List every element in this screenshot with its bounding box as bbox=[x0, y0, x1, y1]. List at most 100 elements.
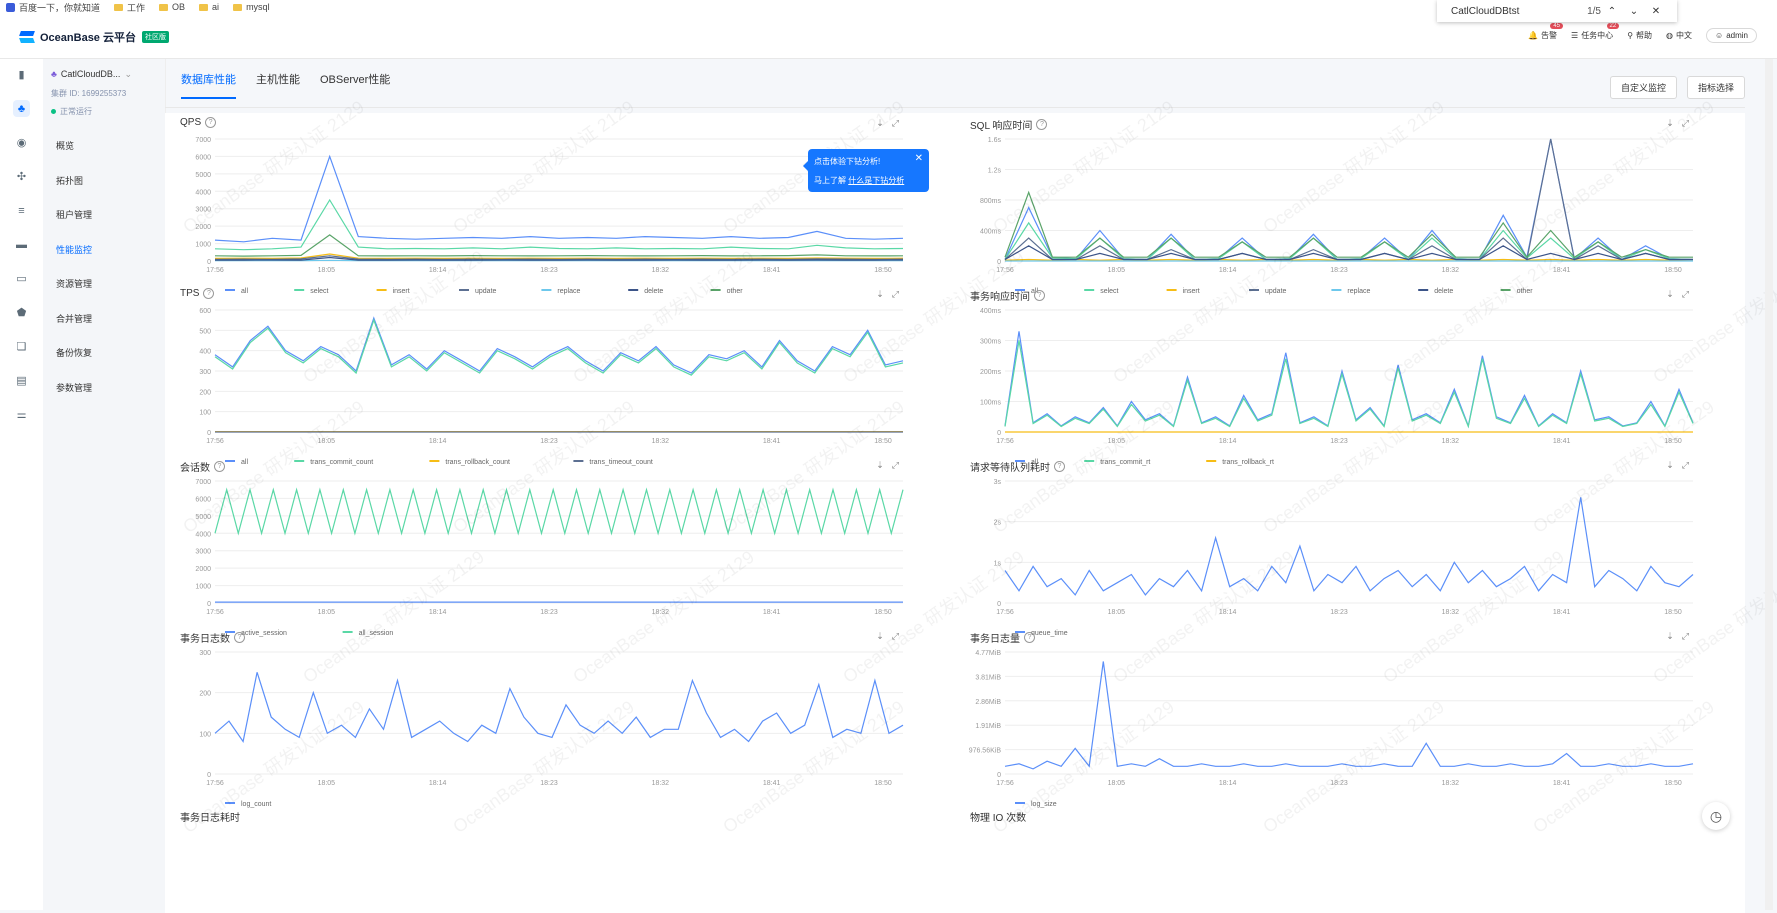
topology-icon[interactable]: ✣ bbox=[13, 168, 30, 185]
settings-sliders-icon[interactable]: ⚌ bbox=[13, 406, 30, 423]
edition-badge: 社区版 bbox=[142, 31, 169, 43]
dashboard-icon[interactable]: ▮ bbox=[13, 66, 30, 83]
help-icon[interactable]: ? bbox=[203, 288, 214, 299]
help-icon[interactable]: ? bbox=[234, 632, 245, 643]
drilldown-icon[interactable]: ⇣ bbox=[1666, 631, 1674, 642]
drilldown-icon[interactable]: ⇣ bbox=[1666, 118, 1674, 129]
y-tick-label: 5000 bbox=[195, 172, 211, 179]
chart-actions: ⇣⤢ bbox=[1666, 460, 1689, 471]
database-icon[interactable]: ▬ bbox=[13, 236, 30, 253]
find-close-icon[interactable]: ✕ bbox=[1645, 6, 1667, 17]
host-icon[interactable]: ▭ bbox=[13, 270, 30, 287]
fullscreen-icon[interactable]: ⤢ bbox=[892, 289, 899, 300]
nav-overview[interactable]: 概览 bbox=[43, 134, 165, 158]
nav-merge[interactable]: 合并管理 bbox=[43, 307, 165, 331]
nav-backup[interactable]: 备份恢复 bbox=[43, 341, 165, 365]
drilldown-icon[interactable]: ⇣ bbox=[1666, 460, 1674, 471]
cluster-icon[interactable]: ♣ bbox=[13, 100, 30, 117]
bookmark-baidu[interactable]: 百度一下，你就知道 bbox=[6, 1, 100, 14]
help-icon[interactable]: ? bbox=[205, 117, 216, 128]
fullscreen-icon[interactable]: ⤢ bbox=[1682, 631, 1689, 642]
legend-item[interactable]: log_size bbox=[1031, 801, 1057, 808]
x-tick-label: 18:05 bbox=[318, 609, 336, 616]
x-tick-label: 18:23 bbox=[540, 438, 558, 445]
main-content: 数据库性能 主机性能 OBServer性能 自定义监控 指标选择 QPS?⇣⤢7… bbox=[165, 59, 1765, 910]
fullscreen-icon[interactable]: ⤢ bbox=[1682, 118, 1689, 129]
metric-select-button[interactable]: 指标选择 bbox=[1687, 76, 1745, 99]
fullscreen-icon[interactable]: ⤢ bbox=[1682, 460, 1689, 471]
fullscreen-icon[interactable]: ⤢ bbox=[892, 118, 899, 129]
drilldown-icon[interactable]: ⇣ bbox=[876, 118, 884, 129]
y-tick-label: 100ms bbox=[980, 400, 1002, 407]
nav-resources[interactable]: 资源管理 bbox=[43, 272, 165, 296]
find-input[interactable]: CatlCloudDBtst bbox=[1437, 6, 1561, 17]
list-icon: ☰ bbox=[1571, 31, 1578, 40]
bookmark-ob[interactable]: OB bbox=[159, 2, 185, 12]
drilldown-icon[interactable]: ⇣ bbox=[1666, 289, 1674, 300]
chart-svg[interactable]: 4.77MiB3.81MiB2.86MiB1.91MiB976.56KiB017… bbox=[955, 644, 1715, 814]
history-clock-icon[interactable]: ◷ bbox=[1702, 802, 1730, 830]
fullscreen-icon[interactable]: ⤢ bbox=[892, 460, 899, 471]
brand[interactable]: OceanBase 云平台 社区版 bbox=[20, 29, 169, 45]
help-icon[interactable]: ? bbox=[1054, 461, 1065, 472]
user-menu[interactable]: ☺admin bbox=[1706, 28, 1757, 43]
y-tick-label: 0 bbox=[207, 601, 211, 608]
tenant-icon[interactable]: ◉ bbox=[13, 134, 30, 151]
x-tick-label: 18:05 bbox=[318, 267, 336, 274]
language-button[interactable]: ◍中文 bbox=[1666, 30, 1692, 41]
x-tick-label: 18:05 bbox=[1108, 438, 1126, 445]
close-icon[interactable]: ✕ bbox=[915, 153, 923, 164]
chart-title-text: TPS bbox=[180, 288, 199, 299]
nav-tenants[interactable]: 租户管理 bbox=[43, 203, 165, 227]
drilldown-link[interactable]: 什么是下钻分析 bbox=[848, 176, 904, 185]
list-icon[interactable]: ≡ bbox=[13, 202, 30, 219]
drilldown-icon[interactable]: ⇣ bbox=[876, 460, 884, 471]
custom-monitor-button[interactable]: 自定义监控 bbox=[1610, 76, 1677, 99]
nav-performance[interactable]: 性能监控 bbox=[43, 238, 165, 262]
find-prev-icon[interactable]: ⌃ bbox=[1601, 6, 1623, 17]
bookmark-mysql[interactable]: mysql bbox=[233, 2, 270, 12]
page-scrollbar[interactable] bbox=[1765, 59, 1773, 910]
drilldown-icon[interactable]: ⇣ bbox=[876, 631, 884, 642]
bookmark-work[interactable]: 工作 bbox=[114, 1, 145, 14]
cluster-id: 集群 ID: 1699255373 bbox=[51, 88, 126, 99]
chart-title: 事务日志量? bbox=[970, 630, 1035, 645]
nav-parameters[interactable]: 参数管理 bbox=[43, 376, 165, 400]
tab-observer-performance[interactable]: OBServer性能 bbox=[320, 71, 390, 99]
y-tick-label: 100 bbox=[199, 410, 211, 417]
shield-icon[interactable]: ⬟ bbox=[13, 304, 30, 321]
x-tick-label: 18:32 bbox=[652, 267, 670, 274]
fullscreen-icon[interactable]: ⤢ bbox=[892, 631, 899, 642]
help-button[interactable]: ⚲帮助 bbox=[1627, 30, 1652, 41]
x-tick-label: 17:56 bbox=[996, 267, 1014, 274]
help-icon[interactable]: ? bbox=[1024, 632, 1035, 643]
tab-db-performance[interactable]: 数据库性能 bbox=[181, 71, 236, 99]
nav-topology[interactable]: 拓扑图 bbox=[43, 169, 165, 193]
help-icon[interactable]: ? bbox=[1034, 290, 1045, 301]
cluster-selector[interactable]: ♣CatlCloudDB...⌄ bbox=[51, 69, 132, 80]
fullscreen-icon[interactable]: ⤢ bbox=[1682, 289, 1689, 300]
help-icon[interactable]: ? bbox=[214, 461, 225, 472]
tab-host-performance[interactable]: 主机性能 bbox=[256, 71, 300, 99]
document-icon[interactable]: ▤ bbox=[13, 372, 30, 389]
drilldown-icon[interactable]: ⇣ bbox=[876, 289, 884, 300]
help-icon[interactable]: ? bbox=[1036, 119, 1047, 130]
legend-item[interactable]: log_count bbox=[241, 801, 271, 808]
chart-title-text: 事务响应时间 bbox=[970, 288, 1030, 303]
bookmark-ai[interactable]: ai bbox=[199, 2, 219, 12]
package-icon[interactable]: ❏ bbox=[13, 338, 30, 355]
find-next-icon[interactable]: ⌄ bbox=[1623, 6, 1645, 17]
x-tick-label: 18:14 bbox=[1219, 780, 1237, 787]
